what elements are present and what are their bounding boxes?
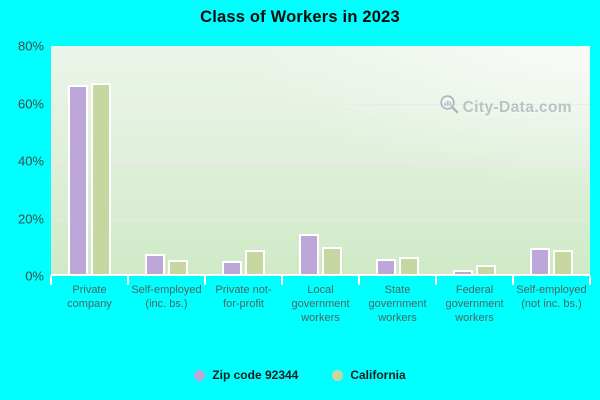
y-axis-tick-label: 60% <box>17 96 44 111</box>
bar-groups <box>51 46 590 274</box>
bar-california <box>245 249 265 274</box>
x-axis-category-label: Local government workers <box>291 284 350 324</box>
bar-zip-code-92344 <box>299 234 319 274</box>
x-axis-tick <box>435 276 437 285</box>
watermark: City-Data.com <box>438 94 572 121</box>
x-axis-tick <box>204 276 206 285</box>
bar-group <box>359 46 436 274</box>
legend-swatch-icon <box>332 369 344 381</box>
gridline-40 <box>51 161 590 162</box>
bar-california <box>168 259 188 274</box>
legend-label: Zip code 92344 <box>212 368 299 382</box>
legend-label: California <box>350 368 406 382</box>
bar-california <box>476 265 496 274</box>
gridline-20 <box>51 218 590 220</box>
y-axis-tick-label: 40% <box>17 153 44 169</box>
bar-group <box>128 46 205 274</box>
bar-group <box>51 46 128 274</box>
legend-item: Zip code 92344 <box>194 368 298 382</box>
bar-group <box>205 46 282 274</box>
x-axis-labels: Private company Self-employed (inc. bs.) P… <box>51 283 590 325</box>
x-axis-tick <box>358 276 360 285</box>
bar-california <box>91 82 111 274</box>
bar-california <box>399 257 419 274</box>
legend-item: California <box>332 368 406 382</box>
bar-zip-code-92344 <box>68 85 88 274</box>
gridline-60 <box>51 103 590 105</box>
bar-zip-code-92344 <box>530 248 550 274</box>
chart-title: Class of Workers in 2023 <box>200 8 400 26</box>
x-axis-category-label: Federal government workers <box>445 284 504 324</box>
bar-zip-code-92344 <box>453 269 473 274</box>
plot-area: City-Data.com <box>51 46 590 276</box>
x-axis-category-label: Self-employed (not inc. bs.) <box>516 284 587 310</box>
bar-group <box>513 46 590 274</box>
magnifier-chart-icon <box>438 94 460 121</box>
x-axis-tick <box>281 276 283 285</box>
bar-group <box>282 46 359 274</box>
x-axis-tick <box>50 276 52 285</box>
bar-zip-code-92344 <box>145 254 165 274</box>
x-axis-category-label: Private not-for-profit <box>215 284 272 310</box>
bar-california <box>322 247 342 274</box>
watermark-text: City-Data.com <box>462 98 572 116</box>
bar-zip-code-92344 <box>222 261 242 274</box>
legend: Zip code 92344 California <box>0 368 600 382</box>
y-axis-tick-label: 80% <box>17 38 44 54</box>
x-axis-tick <box>127 276 129 285</box>
x-axis-tick <box>589 276 591 285</box>
legend-swatch-icon <box>194 369 206 381</box>
x-axis-tick <box>512 276 514 285</box>
bar-group <box>436 46 513 274</box>
x-axis-category-label: Self-employed (inc. bs.) <box>131 284 202 310</box>
bar-california <box>553 250 573 274</box>
y-axis-tick-label: 20% <box>17 211 44 226</box>
x-axis-category-label: State government workers <box>368 284 427 324</box>
x-axis-category-label: Private company <box>67 284 112 310</box>
bar-zip-code-92344 <box>376 259 396 274</box>
y-axis-tick-label: 0% <box>25 268 44 284</box>
